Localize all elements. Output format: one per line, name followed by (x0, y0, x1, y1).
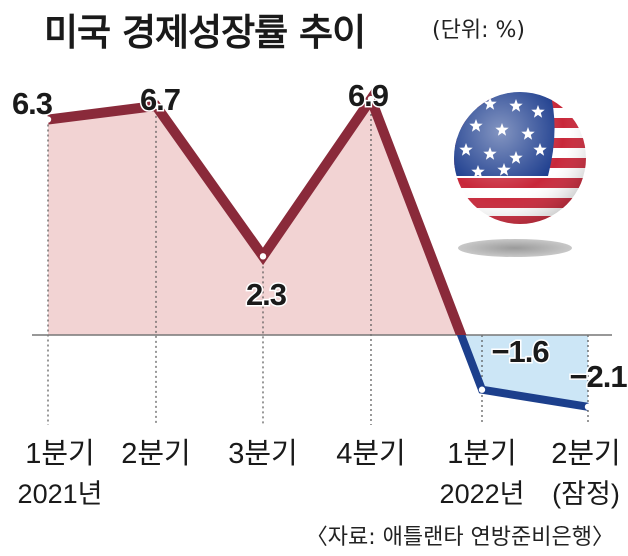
data-point-3 (259, 253, 267, 260)
x-axis-labels: 1분기 2021년 2분기 3분기 4분기 1분기 2022년 2분기 (잠정) (18, 438, 621, 509)
value-label-2: 6.7 (140, 82, 180, 117)
x-tick-quarter-1: 1분기 (25, 438, 95, 470)
data-point-5 (478, 386, 486, 393)
x-tick-quarter-5: 1분기 (447, 438, 517, 470)
value-label-6: −2.1 (569, 359, 627, 394)
series-line (47, 88, 589, 411)
chart-title: 미국 경제성장률 추이 (44, 11, 366, 54)
value-label-5: −1.6 (491, 334, 549, 369)
data-point-4 (367, 95, 375, 103)
x-tick-quarter-4: 4분기 (336, 438, 406, 470)
negative-fill-area (48, 335, 588, 407)
x-tick-quarter-6: 2분기 (551, 438, 621, 470)
value-label-4: 6.9 (348, 78, 389, 113)
series-line-positive (47, 88, 467, 335)
data-point-1 (44, 116, 52, 123)
positive-area (48, 99, 588, 335)
positive-fill-area (48, 99, 588, 335)
value-label-3: 2.3 (246, 277, 287, 312)
data-point-6 (584, 403, 592, 411)
value-label-1: 6.3 (12, 86, 53, 121)
source-note: 〈자료: 애틀랜타 연방준비은행〉 (305, 525, 614, 550)
unit-label: (단위: %) (432, 18, 525, 43)
x-tick-period-6: (잠정) (552, 479, 620, 509)
x-tick-period-1: 2021년 (18, 479, 103, 509)
negative-area (48, 335, 588, 407)
x-tick-quarter-2: 2분기 (121, 438, 191, 470)
data-point-2 (152, 102, 160, 110)
us-flag-ball-icon (454, 92, 586, 257)
x-tick-period-5: 2022년 (440, 479, 525, 509)
series-line-negative (456, 335, 589, 411)
value-labels: 6.3 6.7 2.3 6.9 −1.6 −2.1 (10, 77, 628, 396)
data-points (44, 95, 592, 411)
x-tick-quarter-3: 3분기 (228, 438, 298, 470)
